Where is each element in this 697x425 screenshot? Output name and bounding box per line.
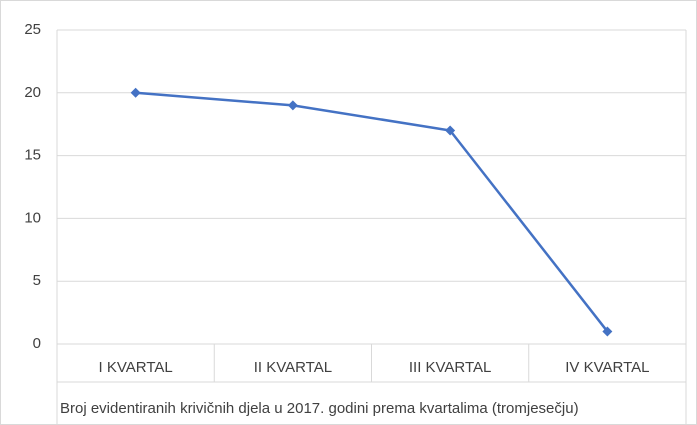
y-tick-label: 0: [33, 335, 41, 352]
marker: [602, 326, 613, 337]
x-tick-label: IV KVARTAL: [565, 359, 649, 376]
y-tick-label: 20: [24, 84, 41, 101]
marker: [445, 125, 456, 136]
series-line: [135, 91, 609, 333]
marker: [130, 87, 141, 98]
x-tick-label: III KVARTAL: [409, 359, 492, 376]
x-tick-label: II KVARTAL: [254, 359, 332, 376]
y-tick-label: 10: [24, 209, 41, 226]
y-tick-label: 25: [24, 21, 41, 38]
legend-label: Broj evidentiranih krivičnih djela u 201…: [60, 400, 579, 417]
marker: [287, 100, 298, 111]
y-tick-label: 15: [24, 147, 41, 164]
x-tick-label: I KVARTAL: [99, 359, 173, 376]
y-tick-label: 5: [33, 272, 41, 289]
